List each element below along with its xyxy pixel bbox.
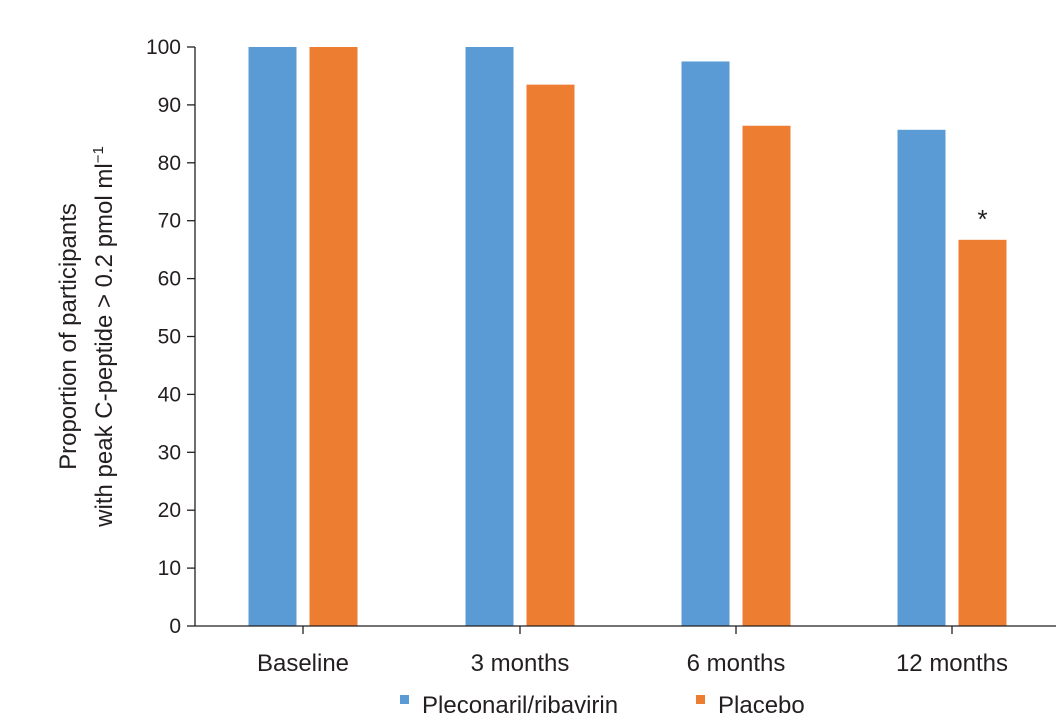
bar <box>248 47 297 626</box>
bar <box>309 47 358 626</box>
y-tick-label: 70 <box>158 210 181 233</box>
bar <box>526 84 575 626</box>
y-tick-label: 100 <box>146 36 181 59</box>
bar <box>958 239 1007 626</box>
significance-asterisk: * <box>977 204 987 234</box>
bar <box>742 125 791 626</box>
y-tick-label: 60 <box>158 268 181 291</box>
legend-label: Pleconaril/ribavirin <box>422 692 618 719</box>
y-tick-label: 10 <box>158 557 181 580</box>
x-tick-label: 6 months <box>687 650 786 677</box>
x-tick-label: Baseline <box>257 650 349 677</box>
y-tick-label: 0 <box>169 615 181 638</box>
y-tick-label: 40 <box>158 383 181 406</box>
legend: Pleconaril/ribavirin Placebo <box>400 692 805 719</box>
bars <box>248 47 1007 627</box>
y-axis-title-superscript: −1 <box>90 146 107 163</box>
legend-label: Placebo <box>718 692 805 719</box>
y-axis-title-line-2-main: with peak C-peptide > 0.2 pmol ml <box>91 163 118 528</box>
annotations: * <box>977 204 987 234</box>
bar <box>681 61 730 627</box>
y-axis-title-line-2: with peak C-peptide > 0.2 pmol ml−1 <box>90 146 118 528</box>
x-tick-label: 3 months <box>471 650 570 677</box>
x-axis: Baseline 3 months 6 months 12 months <box>195 625 1056 677</box>
y-tick-label: 30 <box>158 441 181 464</box>
y-tick-label: 50 <box>158 326 181 349</box>
legend-swatch <box>400 695 409 704</box>
y-tick-label: 80 <box>158 152 181 175</box>
y-axis: 0 10 20 30 40 50 60 70 80 90 100 <box>146 36 196 638</box>
y-tick-label: 90 <box>158 94 181 117</box>
y-axis-title: Proportion of participants with peak C-p… <box>55 146 118 528</box>
bar <box>897 129 946 626</box>
y-axis-title-line-1: Proportion of participants <box>55 203 82 470</box>
bar <box>465 47 514 626</box>
y-tick-label: 20 <box>158 499 181 522</box>
x-tick-label: 12 months <box>896 650 1008 677</box>
legend-swatch <box>696 695 705 704</box>
